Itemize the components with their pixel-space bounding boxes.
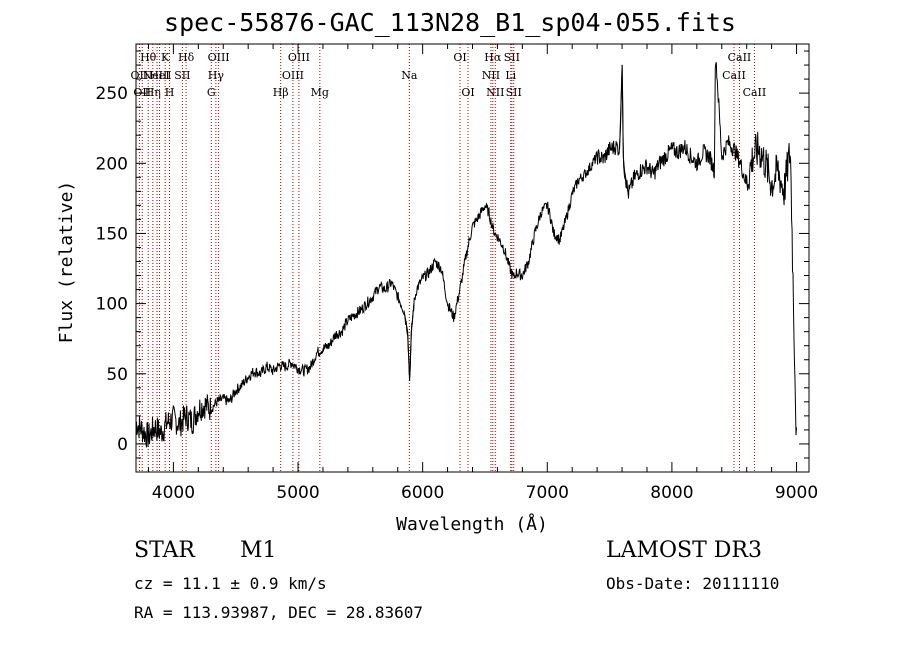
line-marker-label: OII bbox=[133, 86, 151, 99]
line-marker-label: NeIII bbox=[142, 69, 171, 82]
line-marker-label: SII bbox=[504, 51, 520, 64]
spectrum-line bbox=[135, 62, 797, 448]
line-marker-label: NII bbox=[482, 69, 500, 82]
y-tick-label: 100 bbox=[96, 295, 128, 315]
line-marker-label: Hθ bbox=[140, 51, 157, 64]
ra-dec: RA = 113.93987, DEC = 28.83607 bbox=[134, 603, 423, 622]
y-tick-label: 150 bbox=[96, 224, 128, 244]
x-tick-label: 4000 bbox=[152, 483, 195, 503]
x-tick-label: 7000 bbox=[526, 483, 569, 503]
line-marker-label: NII bbox=[486, 86, 504, 99]
line-marker-label: OI bbox=[453, 51, 466, 64]
plot-frame bbox=[135, 43, 810, 473]
line-marker-label: HeI bbox=[149, 69, 169, 82]
line-marker-label: OIII bbox=[288, 51, 310, 64]
spectrum-feature-tio bbox=[619, 64, 629, 195]
line-marker-label: CaII bbox=[743, 86, 767, 99]
line-marker-label: Hδ bbox=[178, 51, 195, 64]
spectrum-feature-na bbox=[403, 303, 415, 381]
y-axis-label: Flux (relative) bbox=[56, 181, 77, 344]
line-marker-label: Na bbox=[401, 69, 418, 82]
line-marker-label: OI bbox=[461, 86, 474, 99]
y-tick-label: 50 bbox=[106, 365, 128, 385]
y-tick-label: 200 bbox=[96, 154, 128, 174]
object-class: STAR bbox=[134, 538, 195, 563]
x-tick-label: 8000 bbox=[650, 483, 693, 503]
line-marker-label: G bbox=[207, 86, 216, 99]
line-marker-label: CaII bbox=[728, 51, 752, 64]
line-marker-label: K bbox=[161, 51, 170, 64]
line-marker-label: Mg bbox=[311, 86, 329, 99]
line-marker-label: SII bbox=[174, 69, 190, 82]
x-axis-label: Wavelength (Å) bbox=[396, 513, 548, 535]
x-tick-label: 5000 bbox=[276, 483, 319, 503]
y-tick-label: 0 bbox=[117, 435, 128, 455]
line-marker-label: H bbox=[165, 86, 175, 99]
line-marker-label: CaII bbox=[722, 69, 746, 82]
line-marker-label: Li bbox=[505, 69, 516, 82]
y-tick-label: 250 bbox=[96, 84, 128, 104]
x-tick-label: 9000 bbox=[775, 483, 818, 503]
line-marker-label: Hβ bbox=[273, 86, 289, 99]
axis-ticks: 4000 5000 6000 7000 8000 9000 0 50 100 150 200 250 bbox=[96, 44, 818, 503]
survey-name: LAMOST DR3 bbox=[606, 538, 762, 563]
redshift-cz: cz = 11.1 ± 0.9 km/s bbox=[134, 574, 327, 593]
line-marker-label: OIII bbox=[208, 51, 230, 64]
line-marker-label: OIII bbox=[282, 69, 304, 82]
line-marker-label: Hα bbox=[484, 51, 502, 64]
chart-title: spec-55876-GAC_113N28_B1_sp04-055.fits bbox=[164, 8, 736, 37]
x-tick-label: 6000 bbox=[401, 483, 444, 503]
line-marker-label: OII bbox=[131, 69, 149, 82]
object-subclass: M1 bbox=[240, 538, 277, 563]
line-marker-label: Hγ bbox=[208, 69, 225, 82]
spectrum-layer bbox=[135, 62, 797, 448]
line-marker-label: SII bbox=[506, 86, 522, 99]
line-marker-label: Hη bbox=[145, 86, 161, 99]
obs-date: Obs-Date: 20111110 bbox=[606, 574, 780, 593]
